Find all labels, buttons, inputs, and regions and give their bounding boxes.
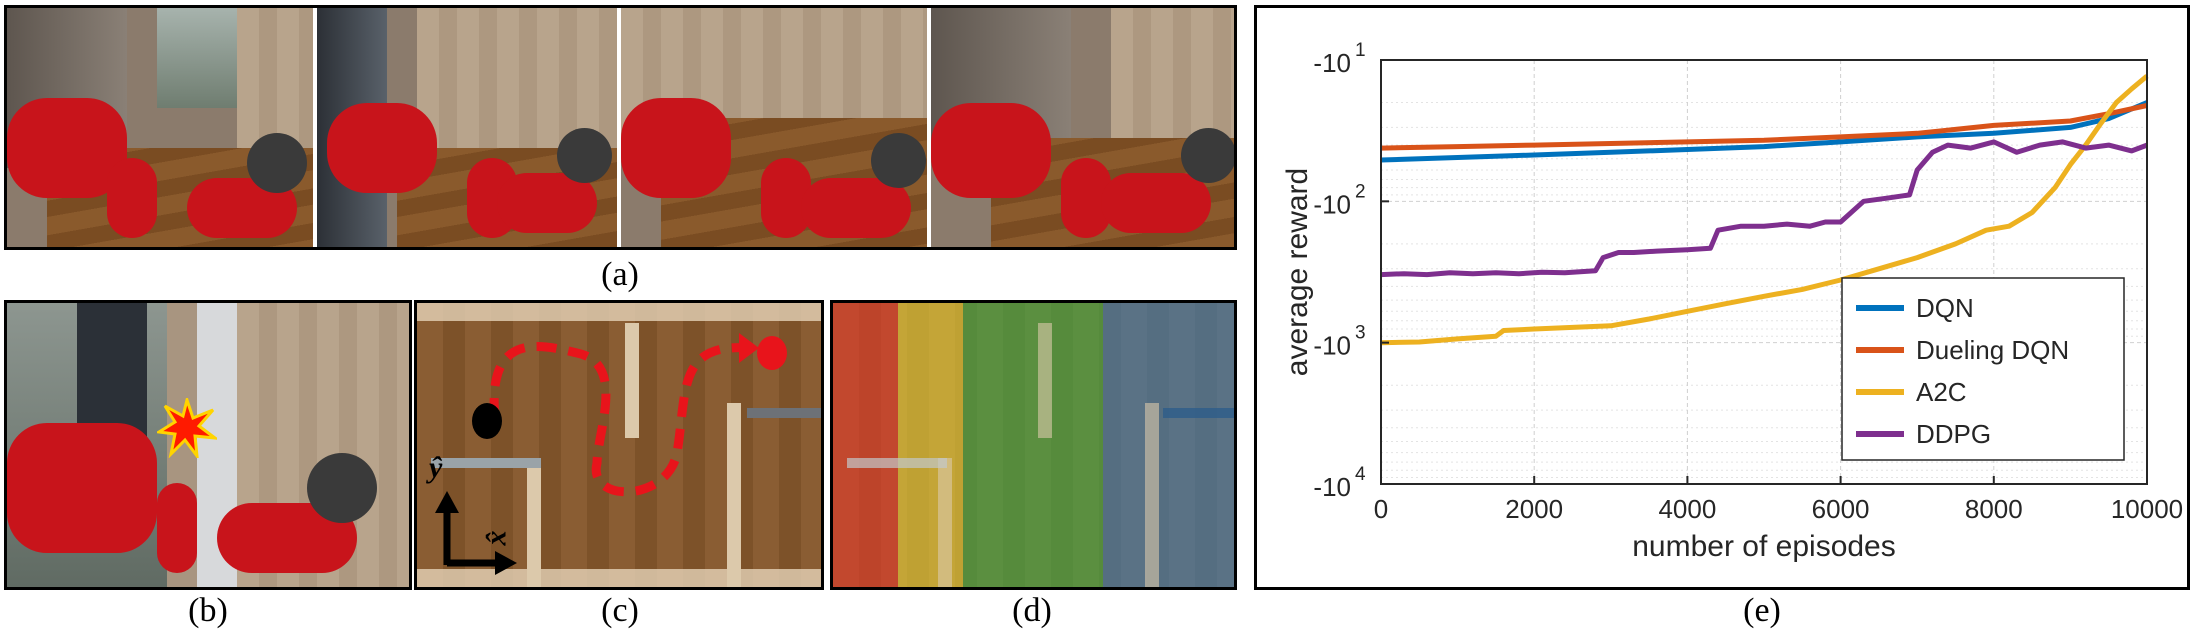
x-tick-label: 4000	[1658, 494, 1716, 524]
y-tick-label: -10	[1313, 48, 1351, 78]
render-frame-4	[931, 8, 1234, 247]
chart-legend: DQN Dueling DQN A2C DDPG	[1841, 277, 2125, 461]
zone-band-1	[833, 303, 898, 587]
window-view	[157, 8, 237, 108]
series-line-dqn	[1380, 100, 2148, 163]
reward-chart: 0 2000 4000 6000 8000 10000 -10 1-10 2-10 3-10 4 …	[1281, 40, 2183, 563]
maze-wall	[727, 403, 741, 587]
zone-band-3	[963, 303, 1103, 587]
legend-label: Dueling DQN	[1916, 335, 2069, 365]
x-axis-label: x̂	[479, 530, 513, 546]
collision-burst-icon	[157, 398, 217, 458]
y-tick-label: -10	[1313, 472, 1351, 502]
y-axis-label: ŷ	[429, 451, 443, 484]
series-line-ddpg	[1380, 139, 2148, 278]
y-tick-exponent: 3	[1355, 323, 1366, 344]
x-axis-title: number of episodes	[1632, 530, 1896, 563]
plot-area-frame	[1380, 59, 2148, 485]
caption-b: (b)	[188, 592, 228, 629]
trajectory-path	[489, 342, 748, 497]
legend-label: A2C	[1916, 377, 1967, 407]
panel-e-reward-chart: 0 2000 4000 6000 8000 10000 -10 1 -10 2 -10 3 -10 4 …	[1254, 5, 2190, 590]
zone-band-4	[1103, 303, 1234, 587]
render-frame-3	[621, 8, 927, 247]
render-frame-1	[7, 8, 313, 247]
render-frame-2	[317, 8, 617, 247]
maze-wall	[431, 458, 541, 468]
legend-label: DQN	[1916, 293, 1974, 323]
maze-wall	[625, 323, 639, 438]
path-arrowhead-icon	[739, 333, 759, 363]
maze-wall	[527, 458, 541, 587]
panel-d-zone-map	[830, 300, 1237, 590]
legend-label: DDPG	[1916, 419, 1991, 449]
y-axis-title: average reward	[1281, 168, 1314, 376]
start-marker	[472, 403, 502, 439]
caption-d: (d)	[1012, 592, 1052, 629]
caption-a: (a)	[601, 256, 639, 293]
maze-wall	[747, 408, 821, 418]
panel-a-render-strip	[4, 5, 1237, 250]
y-tick-label: -10	[1313, 331, 1351, 361]
y-tick-exponent: 2	[1355, 181, 1366, 202]
caption-c: (c)	[601, 592, 639, 629]
caption-e: (e)	[1743, 592, 1781, 629]
y-tick-exponent: 1	[1355, 40, 1366, 61]
y-tick-label: -10	[1313, 189, 1351, 219]
zone-band-2	[898, 303, 963, 587]
x-tick-label: 0	[1374, 494, 1388, 524]
series-line-dueling-dqn	[1380, 103, 2148, 151]
x-tick-label: 8000	[1965, 494, 2023, 524]
y-tick-exponent: 4	[1355, 464, 1366, 485]
panel-b-collision-scene	[4, 300, 412, 590]
x-tick-label: 6000	[1812, 494, 1870, 524]
series-line-a2c	[1380, 74, 2149, 346]
panel-c-topdown-path: ŷ x̂	[414, 300, 824, 590]
goal-marker	[757, 336, 787, 370]
path-canvas	[417, 303, 821, 587]
legend-box	[1841, 277, 2125, 461]
x-tick-label: 2000	[1505, 494, 1563, 524]
x-tick-label: 10000	[2111, 494, 2183, 524]
